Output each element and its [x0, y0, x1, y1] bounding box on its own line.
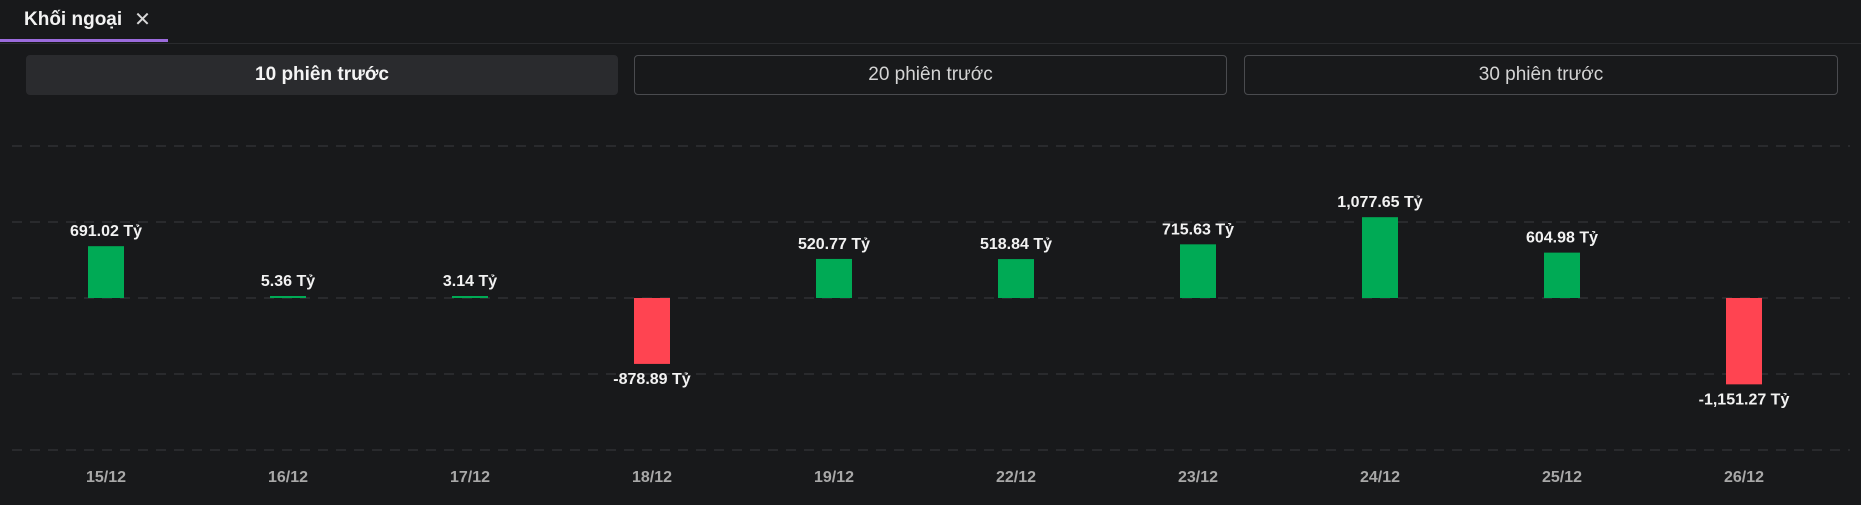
bar-22-12[interactable] [998, 259, 1034, 298]
x-tick-label: 25/12 [1542, 469, 1582, 486]
x-tick-label: 19/12 [814, 469, 854, 486]
bar-24-12[interactable] [1362, 217, 1398, 298]
x-tick-label: 18/12 [632, 469, 672, 486]
bar-23-12[interactable] [1180, 244, 1216, 298]
value-label: 1,077.65 Tỷ [1337, 194, 1423, 211]
range-10-button[interactable]: 10 phiên trước [26, 55, 618, 95]
tab-khoi-ngoai[interactable]: Khối ngoại ✕ [0, 0, 168, 42]
x-tick-label: 15/12 [86, 469, 126, 486]
tab-bar: Khối ngoại ✕ [0, 0, 1861, 44]
bar-26-12[interactable] [1726, 298, 1762, 385]
tab-label: Khối ngoại [24, 8, 123, 30]
bar-15-12[interactable] [88, 246, 124, 298]
range-30-button[interactable]: 30 phiên trước [1244, 55, 1838, 95]
range-20-button[interactable]: 20 phiên trước [634, 55, 1227, 95]
value-label: 518.84 Tỷ [980, 236, 1052, 253]
value-label: 5.36 Tỷ [261, 273, 315, 290]
close-icon[interactable]: ✕ [134, 8, 151, 31]
bar-19-12[interactable] [816, 258, 852, 298]
value-label: 604.98 Tỷ [1526, 230, 1598, 247]
value-label: 3.14 Tỷ [443, 273, 497, 290]
value-label: -878.89 Tỷ [613, 371, 690, 388]
value-label: 691.02 Tỷ [70, 223, 142, 240]
value-label: 520.77 Tỷ [798, 236, 870, 253]
x-tick-label: 22/12 [996, 469, 1036, 486]
bar-25-12[interactable] [1544, 252, 1580, 298]
value-label: 715.63 Tỷ [1162, 221, 1234, 238]
x-tick-label: 23/12 [1178, 469, 1218, 486]
x-tick-label: 16/12 [268, 469, 308, 486]
bar-16-12[interactable] [270, 296, 306, 298]
bar-18-12[interactable] [634, 298, 670, 364]
x-tick-label: 17/12 [450, 469, 490, 486]
bar-17-12[interactable] [452, 296, 488, 298]
value-label: -1,151.27 Tỷ [1699, 391, 1790, 408]
x-tick-label: 26/12 [1724, 469, 1764, 486]
x-tick-label: 24/12 [1360, 469, 1400, 486]
